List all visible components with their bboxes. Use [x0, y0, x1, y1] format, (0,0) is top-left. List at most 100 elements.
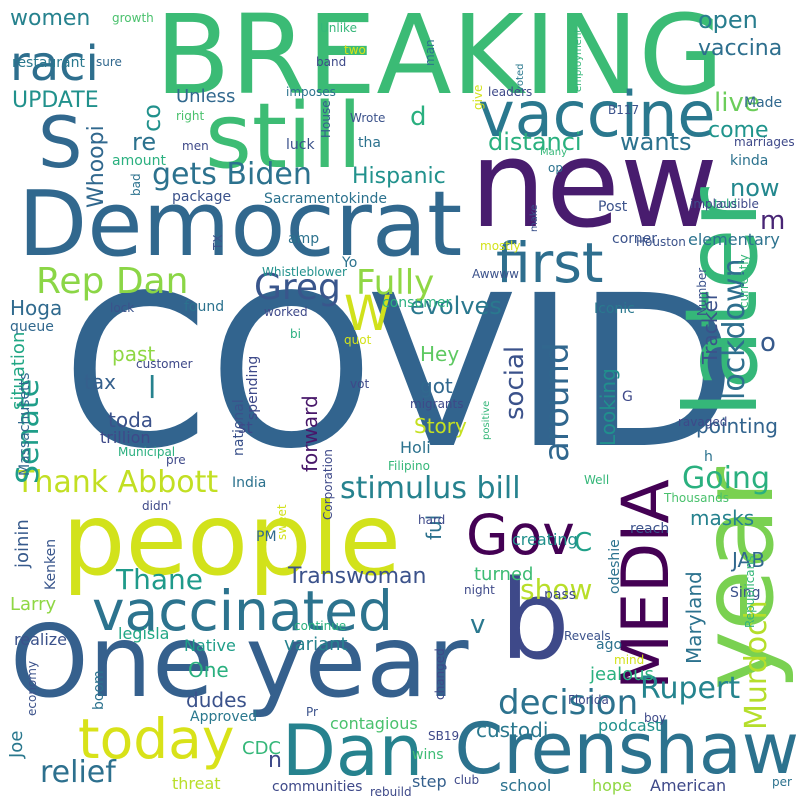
cloud-word: around: [537, 342, 577, 462]
cloud-word: quot: [344, 333, 372, 347]
cloud-word: Transwoman: [288, 564, 427, 589]
cloud-word: Joe: [6, 730, 27, 758]
cloud-word: podcast: [598, 716, 662, 735]
cloud-word: o: [760, 328, 776, 358]
cloud-word: CDC: [242, 738, 281, 759]
cloud-word: Unless: [176, 86, 236, 107]
cloud-word: kinda: [730, 153, 769, 169]
cloud-word: evolves: [410, 292, 502, 320]
cloud-word: spending: [245, 355, 261, 420]
cloud-word: BREAKING: [155, 0, 724, 119]
cloud-word: Municipal: [118, 445, 176, 459]
cloud-word: pass: [544, 587, 577, 603]
cloud-word: found: [184, 299, 225, 315]
cloud-word: S: [38, 102, 83, 184]
cloud-word: Rep Dan: [36, 261, 189, 302]
cloud-word: pre: [166, 453, 186, 467]
cloud-word: now: [730, 174, 780, 202]
cloud-word: told: [714, 197, 737, 211]
cloud-word: dudes: [186, 688, 247, 712]
cloud-word: two: [344, 43, 366, 57]
cloud-word: Unlike: [320, 21, 357, 35]
cloud-word: give: [471, 84, 485, 110]
cloud-word: hard: [418, 513, 446, 527]
cloud-word: changed: [433, 648, 447, 700]
cloud-word: communities: [272, 779, 363, 795]
cloud-word: band: [316, 55, 347, 69]
cloud-word: club: [454, 773, 480, 787]
cloud-word: new: [470, 116, 719, 255]
cloud-word: still: [205, 84, 363, 189]
cloud-word: creating: [512, 530, 578, 549]
cloud-word: re: [132, 128, 157, 156]
cloud-word: Reveals: [564, 629, 611, 643]
cloud-word: Awwww: [472, 267, 519, 281]
cloud-word: Maryland: [682, 571, 706, 664]
cloud-word: Fully: [356, 263, 435, 303]
cloud-word: Made: [744, 95, 783, 111]
cloud-word: amount: [112, 153, 167, 169]
cloud-word: Native: [184, 636, 236, 655]
cloud-word: continue: [294, 619, 347, 633]
cloud-word: Hoga: [10, 296, 63, 320]
cloud-word: queue: [10, 319, 54, 335]
cloud-word: got: [420, 374, 453, 398]
cloud-word: contagious: [330, 714, 418, 733]
cloud-word: B117: [608, 103, 640, 117]
cloud-word: Kenken: [43, 538, 59, 590]
cloud-word: SB19: [428, 729, 460, 743]
cloud-word: Sing: [730, 585, 761, 601]
cloud-word: trillion: [100, 428, 151, 447]
cloud-word: mostly: [480, 239, 521, 253]
cloud-word: Sacramentokinde: [264, 191, 388, 207]
cloud-word: Republicans: [743, 555, 757, 629]
cloud-word: COVID: [62, 250, 738, 495]
cloud-word: India: [232, 475, 267, 491]
cloud-word: Democrat: [18, 172, 463, 277]
cloud-word: TX: [211, 234, 225, 250]
cloud-word: masks: [690, 506, 755, 530]
cloud-word: Pr: [306, 705, 318, 719]
cloud-word: ago: [596, 637, 623, 653]
cloud-word: today: [78, 707, 235, 771]
cloud-word: American: [650, 776, 727, 795]
cloud-word: corner: [612, 231, 658, 247]
cloud-word: gets Biden: [152, 157, 312, 192]
cloud-word: tax: [84, 370, 116, 394]
cloud-word: make: [529, 204, 540, 232]
cloud-word: wants: [620, 128, 692, 156]
cloud-word: school: [500, 776, 552, 795]
cloud-word: PM: [256, 529, 277, 545]
cloud-word: relief: [40, 755, 116, 790]
cloud-word: Dan: [282, 710, 424, 792]
cloud-word: Corporation: [321, 449, 335, 520]
cloud-word: Wrote: [350, 111, 386, 125]
cloud-word: right: [176, 109, 205, 123]
cloud-word: Thousands: [664, 491, 729, 505]
cloud-word: custodi: [476, 718, 549, 742]
cloud-word: joinin: [12, 519, 33, 568]
cloud-word: v: [470, 610, 486, 640]
cloud-word: One: [188, 658, 229, 682]
cloud-word: h: [704, 449, 713, 465]
cloud-word: migrants: [410, 397, 464, 411]
cloud-word: Rupert: [640, 671, 741, 706]
cloud-word: sweet: [275, 504, 289, 540]
cloud-word: vaccina: [698, 36, 783, 61]
cloud-word: Post: [598, 199, 628, 215]
cloud-word: Thane: [116, 563, 203, 596]
cloud-word: worked: [264, 305, 308, 319]
cloud-word: wins: [412, 747, 444, 763]
cloud-word: Whistleblower: [262, 265, 347, 279]
cloud-word: elementary: [688, 230, 780, 249]
cloud-word: C: [574, 528, 593, 558]
cloud-word: Story: [414, 414, 467, 438]
cloud-word: past: [112, 342, 156, 366]
cloud-word: Iconic: [594, 301, 635, 317]
cloud-word: Hey: [420, 342, 460, 366]
cloud-word: G: [622, 389, 633, 405]
cloud-word: currently: [737, 254, 751, 308]
cloud-word: l: [148, 371, 157, 406]
cloud-word: man: [423, 39, 437, 66]
cloud-word: boy: [644, 711, 667, 725]
